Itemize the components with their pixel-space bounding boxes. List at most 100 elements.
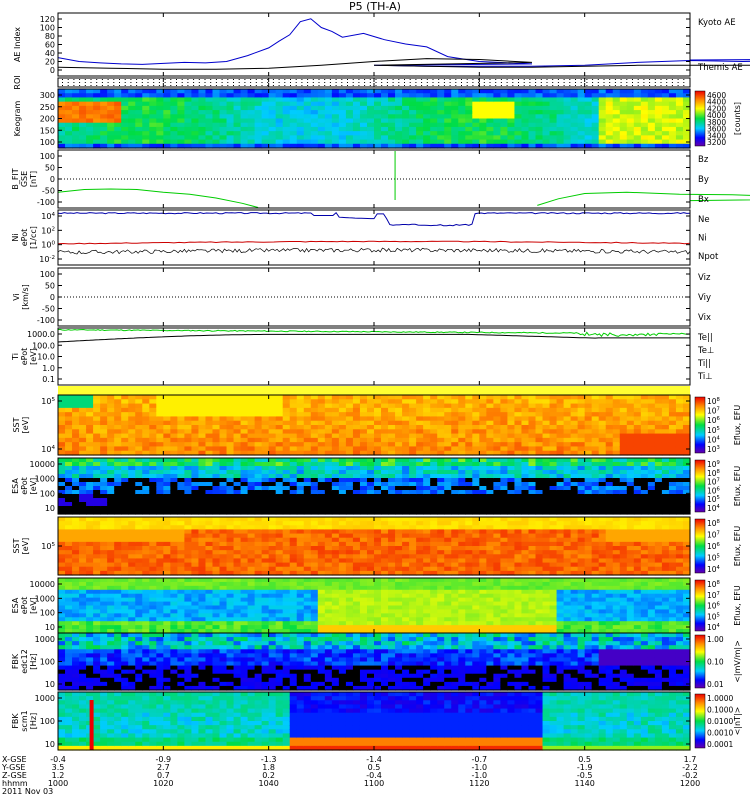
heatmap-cell bbox=[472, 429, 480, 435]
heatmap-cell bbox=[591, 490, 600, 495]
heatmap-cell bbox=[282, 486, 291, 491]
heatmap-cell bbox=[423, 131, 431, 136]
heatmap-cell bbox=[93, 478, 101, 483]
roi-dot bbox=[101, 82, 103, 83]
roi-dot bbox=[233, 82, 234, 83]
heatmap-cell bbox=[395, 122, 403, 128]
heatmap-cell bbox=[345, 114, 354, 120]
heatmap-cell bbox=[458, 126, 466, 132]
heatmap-cell bbox=[416, 407, 424, 413]
heatmap-cell bbox=[458, 494, 466, 499]
heatmap-cell bbox=[86, 550, 94, 555]
heatmap-cell bbox=[212, 558, 221, 564]
heatmap-cell bbox=[107, 566, 115, 572]
heatmap-cell bbox=[86, 510, 94, 515]
heatmap-cell bbox=[65, 554, 73, 560]
heatmap-cell bbox=[366, 510, 375, 515]
heatmap-cell bbox=[359, 494, 368, 499]
heatmap-cell bbox=[275, 143, 284, 149]
heatmap-cell bbox=[282, 412, 291, 418]
heatmap-cell bbox=[170, 143, 178, 149]
heatmap-cell bbox=[107, 395, 115, 400]
heatmap-cell bbox=[472, 416, 480, 422]
heatmap-cell bbox=[472, 420, 480, 426]
heatmap-cell bbox=[465, 101, 473, 107]
heatmap-cell bbox=[184, 395, 193, 400]
heatmap-cell bbox=[79, 97, 87, 103]
heatmap-cell bbox=[423, 93, 431, 99]
heatmap-cell bbox=[142, 442, 150, 448]
heatmap-cell bbox=[282, 433, 291, 439]
heatmap-cell bbox=[598, 437, 607, 443]
heatmap-cell bbox=[366, 498, 375, 503]
heatmap-cell bbox=[261, 502, 270, 507]
heatmap-cell bbox=[219, 395, 228, 400]
heatmap-cell bbox=[163, 442, 171, 448]
heatmap-cell bbox=[556, 89, 565, 94]
heatmap-cell bbox=[163, 529, 171, 535]
heatmap-cell bbox=[366, 474, 375, 479]
heatmap-cell bbox=[345, 407, 354, 413]
heatmap-cell bbox=[289, 425, 298, 430]
heatmap-cell bbox=[472, 437, 480, 443]
heatmap-cell bbox=[107, 470, 115, 475]
heatmap-cell bbox=[128, 105, 136, 111]
heatmap-cell bbox=[282, 446, 291, 452]
heatmap-cell bbox=[275, 101, 284, 107]
heatmap-cell bbox=[296, 486, 305, 491]
heatmap-cell bbox=[212, 506, 221, 511]
heatmap-cell bbox=[240, 525, 249, 531]
heatmap-cell bbox=[598, 89, 607, 94]
roi-dot bbox=[426, 85, 428, 86]
heatmap-cell bbox=[570, 446, 579, 452]
roi-dot bbox=[632, 85, 633, 86]
heatmap-cell bbox=[282, 126, 291, 132]
heatmap-cell bbox=[65, 403, 73, 409]
heatmap-cell bbox=[388, 429, 396, 435]
heatmap-cell bbox=[514, 442, 523, 448]
heatmap-cell bbox=[556, 420, 565, 426]
heatmap-cell bbox=[437, 395, 445, 400]
y-axis-label: AE Index bbox=[13, 27, 22, 62]
heatmap-cell bbox=[191, 131, 200, 136]
heatmap-cell bbox=[598, 135, 607, 141]
heatmap-cell bbox=[570, 395, 579, 400]
heatmap-cell bbox=[416, 420, 424, 426]
heatmap-cell bbox=[114, 407, 122, 413]
roi-dot bbox=[107, 79, 109, 80]
heatmap-cell bbox=[577, 122, 586, 128]
heatmap-cell bbox=[374, 482, 382, 487]
heatmap-cell bbox=[86, 433, 94, 439]
heatmap-cell bbox=[135, 403, 143, 409]
heatmap-cell bbox=[528, 502, 537, 507]
heatmap-cell bbox=[507, 126, 516, 132]
y-axis-label: [1/cc] bbox=[29, 226, 38, 249]
heatmap-cell bbox=[226, 450, 235, 456]
heatmap-cell bbox=[268, 537, 277, 543]
heatmap-cell bbox=[374, 433, 382, 439]
heatmap-cell bbox=[268, 458, 277, 463]
superscript: 8 bbox=[717, 397, 720, 403]
heatmap-cell bbox=[486, 470, 494, 475]
heatmap-cell bbox=[156, 429, 164, 435]
heatmap-cell bbox=[619, 437, 628, 443]
heatmap-cell bbox=[86, 498, 94, 503]
heatmap-cell bbox=[219, 490, 228, 495]
heatmap-cell bbox=[598, 446, 607, 452]
heatmap-cell bbox=[605, 425, 614, 430]
heatmap-cell bbox=[107, 517, 115, 522]
heatmap-cell bbox=[402, 494, 410, 499]
heatmap-cell bbox=[191, 122, 200, 128]
heatmap-cell bbox=[296, 412, 305, 418]
heatmap-cell bbox=[682, 399, 691, 405]
roi-dot bbox=[449, 82, 451, 83]
heatmap-cell bbox=[128, 510, 136, 515]
heatmap-cell bbox=[479, 442, 487, 448]
heatmap-cell bbox=[352, 446, 361, 452]
heatmap-cell bbox=[142, 450, 150, 456]
heatmap-cell bbox=[184, 525, 193, 531]
heatmap-cell bbox=[317, 506, 326, 511]
heatmap-cell bbox=[366, 462, 375, 467]
heatmap-cell bbox=[170, 139, 178, 145]
heatmap-cell bbox=[619, 482, 628, 487]
